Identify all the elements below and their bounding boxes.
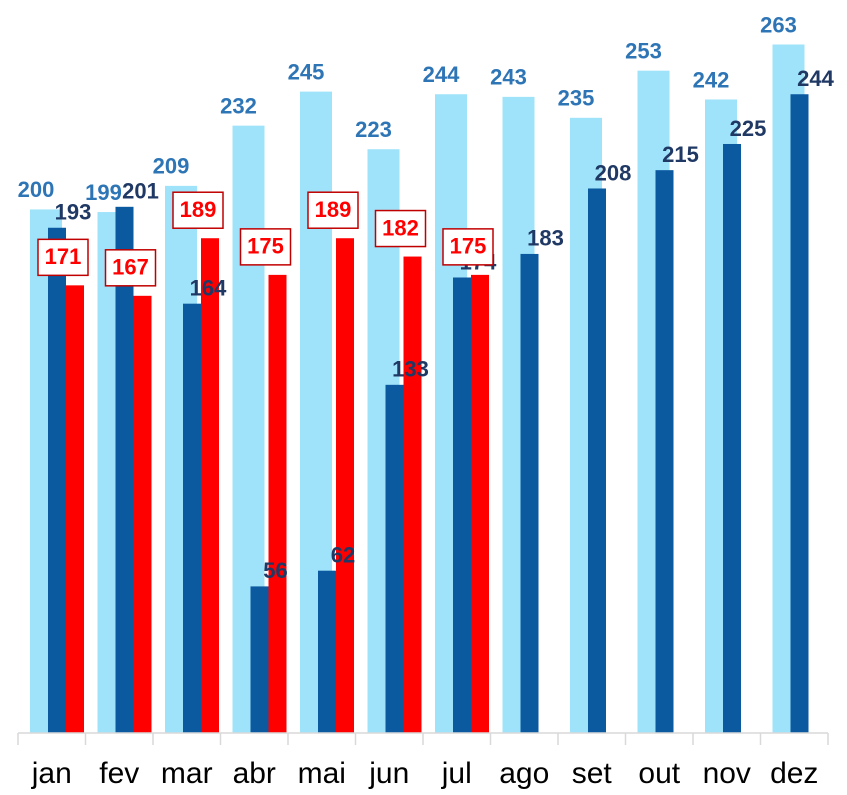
data-label: 164 bbox=[190, 275, 227, 300]
bar bbox=[250, 586, 269, 733]
data-label-box bbox=[172, 191, 224, 229]
data-label: 242 bbox=[693, 67, 730, 92]
bar bbox=[318, 570, 336, 733]
x-tick-label: jul bbox=[441, 757, 472, 790]
data-label: 225 bbox=[730, 116, 767, 141]
x-tick-label: abr bbox=[233, 757, 276, 790]
bar bbox=[268, 274, 287, 733]
x-tick-label: mai bbox=[298, 757, 346, 790]
bar bbox=[655, 170, 674, 734]
bar bbox=[588, 188, 606, 733]
data-label: 189 bbox=[315, 197, 352, 222]
data-label: 189 bbox=[180, 197, 217, 222]
data-label: 223 bbox=[355, 117, 392, 142]
bar bbox=[723, 143, 741, 733]
x-tick-label: dez bbox=[770, 757, 818, 790]
bar bbox=[66, 285, 84, 733]
data-label-box bbox=[239, 228, 292, 266]
data-label-box bbox=[37, 238, 89, 277]
data-label: 253 bbox=[625, 38, 662, 63]
data-label: 208 bbox=[595, 160, 632, 185]
bar bbox=[48, 227, 66, 733]
data-label: 235 bbox=[558, 86, 595, 111]
bar bbox=[115, 206, 134, 733]
data-label: 215 bbox=[662, 142, 699, 167]
bar bbox=[201, 238, 219, 733]
data-label: 263 bbox=[760, 12, 797, 37]
data-label: 193 bbox=[55, 200, 92, 225]
data-label: 133 bbox=[392, 357, 429, 382]
data-label: 243 bbox=[490, 65, 527, 90]
x-tick-label: nov bbox=[703, 757, 751, 790]
x-tick-label: ago bbox=[499, 757, 549, 790]
x-tick-label: fev bbox=[99, 757, 139, 790]
data-label: 182 bbox=[382, 215, 419, 240]
data-label: 175 bbox=[450, 234, 487, 259]
data-label: 209 bbox=[153, 154, 190, 179]
bar bbox=[471, 274, 489, 733]
data-label: 232 bbox=[220, 93, 257, 118]
data-label: 62 bbox=[331, 543, 355, 568]
bar bbox=[183, 303, 201, 733]
data-label: 175 bbox=[247, 234, 284, 259]
data-label: 167 bbox=[112, 255, 149, 280]
data-label: 200 bbox=[18, 177, 55, 202]
data-label: 171 bbox=[45, 244, 82, 269]
x-tick-label: set bbox=[572, 757, 613, 790]
bar bbox=[133, 295, 152, 733]
data-label-box bbox=[442, 228, 494, 266]
bar bbox=[790, 94, 809, 733]
x-tick-label: out bbox=[638, 757, 680, 790]
data-label-box bbox=[104, 249, 157, 287]
bar bbox=[385, 384, 404, 733]
data-label: 199 bbox=[85, 180, 122, 205]
x-tick-label: jun bbox=[368, 757, 409, 790]
data-label: 244 bbox=[797, 66, 834, 91]
data-label-box bbox=[307, 191, 359, 229]
data-label: 245 bbox=[288, 59, 325, 84]
bar bbox=[453, 277, 471, 733]
data-label-box bbox=[374, 209, 427, 248]
data-label: 201 bbox=[122, 179, 159, 204]
x-tick-label: jan bbox=[31, 757, 72, 790]
bar bbox=[403, 256, 422, 733]
bar bbox=[520, 253, 539, 734]
bar bbox=[336, 238, 354, 733]
data-label: 244 bbox=[423, 62, 460, 87]
x-tick-label: mar bbox=[161, 757, 213, 790]
data-label: 56 bbox=[263, 558, 287, 583]
data-label: 183 bbox=[527, 226, 564, 251]
